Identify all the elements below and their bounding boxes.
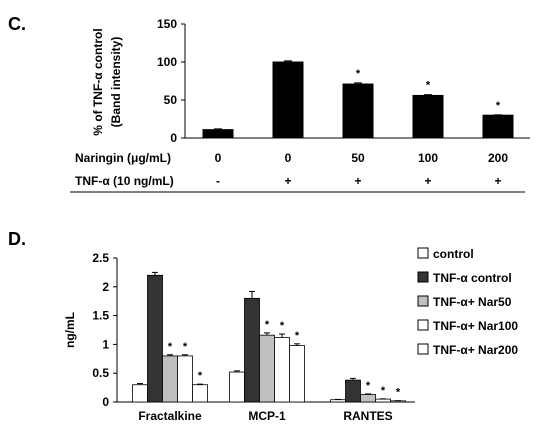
panel-c-condition-value: + (424, 174, 431, 188)
panel-d-bar (147, 274, 163, 403)
panel-c-condition-value: - (216, 174, 220, 188)
panel-c-y-axis-title: % of TNF-α control (Band intensity) (91, 28, 123, 135)
panel-d-bar (289, 345, 305, 403)
panel-c-bar (482, 114, 514, 139)
panel-d-bar (274, 337, 290, 403)
panel-c-y-tick-label: 0 (170, 131, 177, 145)
panel-d-y-tick-label: 2 (102, 280, 109, 294)
panel-d-legend-swatch (417, 343, 429, 355)
panel-d-significance-mark: * (396, 387, 401, 399)
panel-c-condition-value: 0 (215, 151, 222, 165)
panel-d: D. ng/mL 0 0.5 1 1.5 2 2.5 Fractalkine * * * MCP-1… (8, 229, 518, 423)
panel-d-significance-mark: * (295, 330, 300, 342)
panel-d-y-tick-label: 2.5 (92, 251, 109, 265)
panel-d-bar (345, 379, 361, 403)
panel-c-y-label: % of TNF-α control (91, 28, 105, 135)
panel-c-y-tick-label: 50 (164, 93, 178, 107)
panel-d-bar (229, 371, 245, 403)
panel-c-conditions: Naringin (μg/mL) 0 0 50 100 200 TNF-α (10 ng/m… (75, 151, 508, 188)
panel-d-bar (259, 334, 275, 403)
panel-d-bar (162, 355, 178, 403)
panel-d-significance-mark: * (381, 385, 386, 397)
panel-c-label: C. (8, 14, 26, 34)
panel-d-bar (360, 394, 376, 403)
panel-d-y-label: ng/mL (63, 312, 77, 348)
panel-c-condition-value: + (494, 174, 501, 188)
panel-c-condition-value: 200 (488, 151, 508, 165)
panel-c-condition-value: 50 (351, 151, 365, 165)
panel-d-y-tick-label: 1.5 (92, 309, 109, 323)
panel-d-legend-swatch (417, 271, 429, 283)
panel-d-legend-swatch (417, 295, 429, 307)
panel-c-condition-value: 0 (285, 151, 292, 165)
panel-d-legend-label: TNF-α control (433, 271, 512, 285)
panel-c-bar (202, 129, 234, 139)
panel-c: C. % of TNF-α control (Band intensity) 0… (8, 14, 530, 193)
panel-d-legend-label: TNF-α+ Nar50 (433, 295, 512, 309)
panel-d-significance-mark: * (280, 320, 285, 332)
panel-c-bar (272, 61, 304, 139)
panel-d-bar (375, 398, 391, 403)
panel-c-condition-value: + (284, 174, 291, 188)
panel-c-condition-label: TNF-α (10 ng/mL) (75, 174, 174, 188)
panel-d-bar (244, 297, 260, 403)
panel-c-bar (412, 94, 444, 139)
panel-d-x-tick-label: Fractalkine (138, 409, 202, 423)
panel-d-significance-mark: * (198, 370, 203, 382)
panel-c-y-tick-label: 150 (157, 17, 177, 31)
panel-d-label: D. (8, 229, 26, 249)
panel-d-bar (177, 355, 193, 403)
panel-d-x-tick-label: MCP-1 (248, 409, 286, 423)
panel-d-legend-label: TNF-α+ Nar100 (433, 319, 518, 333)
panel-d-plot: 0 0.5 1 1.5 2 2.5 Fractalkine * * * MCP-1 * * * RANTES… (92, 251, 415, 423)
panel-c-significance-mark: * (496, 100, 501, 112)
panel-d-y-tick-label: 1 (102, 337, 109, 351)
panel-d-bar (132, 384, 148, 403)
panel-d-y-tick-label: 0.5 (92, 366, 109, 380)
panel-c-y-label-2: (Band intensity) (109, 37, 123, 128)
panel-c-plot: 0 50 100 150 * * * (157, 17, 530, 145)
panel-d-x-tick-label: RANTES (343, 409, 392, 423)
panel-d-significance-mark: * (265, 319, 270, 331)
panel-d-legend-swatch (417, 247, 429, 259)
panel-d-significance-mark: * (183, 341, 188, 353)
panel-d-bar (192, 384, 208, 403)
panel-d-bar (330, 399, 346, 403)
panel-d-y-tick-label: 0 (102, 395, 109, 409)
panel-d-significance-mark: * (168, 341, 173, 353)
panel-d-legend-label: TNF-α+ Nar200 (433, 343, 518, 357)
panel-c-significance-mark: * (356, 68, 361, 80)
panel-d-legend-label: control (433, 247, 474, 261)
panel-c-condition-label: Naringin (μg/mL) (75, 151, 171, 165)
panel-d-significance-mark: * (366, 380, 371, 392)
panel-d-legend-swatch (417, 319, 429, 331)
panel-c-condition-value: + (354, 174, 361, 188)
panel-c-y-tick-label: 100 (157, 55, 177, 69)
panel-c-condition-value: 100 (418, 151, 438, 165)
panel-c-bar (342, 83, 374, 139)
panel-d-legend: control TNF-α control TNF-α+ Nar50 TNF-α+ N… (417, 247, 518, 357)
panel-c-significance-mark: * (426, 80, 431, 92)
